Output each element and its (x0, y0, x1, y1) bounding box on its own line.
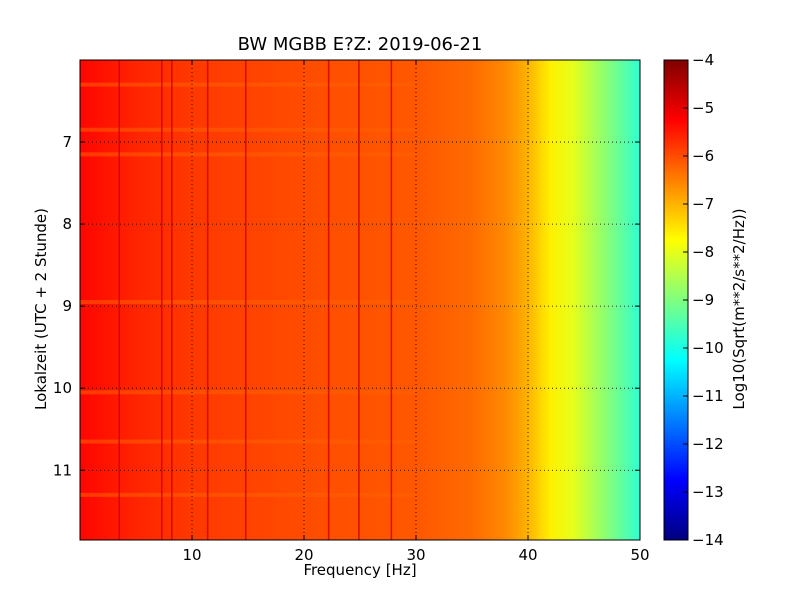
x-tick-label: 20 (294, 546, 313, 564)
colorbar-tick-label: −11 (692, 387, 724, 405)
grid-lines (80, 60, 640, 540)
x-tick-label: 40 (518, 546, 537, 564)
heatmap-area (80, 60, 640, 540)
y-tick-label: 8 (62, 215, 72, 233)
colorbar-label: Log10(Sqrt(m**2/s**2/Hz)) (730, 208, 748, 410)
spectrogram-fill (80, 60, 640, 540)
spectral-lines (118, 60, 393, 540)
chart-title: BW MGBB E?Z: 2019-06-21 (237, 34, 483, 55)
colorbar-tick-label: −8 (692, 243, 714, 261)
colorbar-tick-label: −7 (692, 195, 714, 213)
colorbar-tick-label: −6 (692, 147, 714, 165)
time-band (80, 127, 416, 132)
time-band (80, 152, 416, 157)
plot-frame (79, 59, 641, 541)
time-band (80, 82, 416, 87)
colorbar-tick-label: −13 (692, 483, 724, 501)
colorbar-tick-label: −9 (692, 291, 714, 309)
x-tick-label: 50 (630, 546, 649, 564)
y-tick-label: 9 (62, 297, 72, 315)
time-bands (80, 82, 416, 497)
colorbar-tick-label: −10 (692, 339, 724, 357)
y-tick-label: 10 (53, 379, 72, 397)
x-tick-label: 10 (182, 546, 201, 564)
y-tick-label: 7 (62, 133, 72, 151)
time-band (80, 492, 416, 497)
colorbar-tick-label: −4 (692, 51, 714, 69)
y-axis: 7 8 9 10 11 (53, 133, 640, 479)
x-axis: 10 20 30 40 50 (182, 60, 650, 564)
colorbar-tick-label: −12 (692, 435, 724, 453)
time-band (80, 390, 416, 395)
x-axis-label: Frequency [Hz] (303, 561, 417, 579)
colorbar-tick-label: −14 (692, 531, 724, 549)
y-axis-label: Lokalzeit (UTC + 2 Stunde) (32, 208, 50, 410)
colorbar-tick-label: −5 (692, 99, 714, 117)
x-tick-label: 30 (406, 546, 425, 564)
colorbar-axis: −4 −5 −6 −7 −8 −9 −10 −11 −12 −13 −14 (683, 51, 724, 549)
time-band (80, 300, 416, 305)
time-band (80, 439, 416, 444)
y-tick-label: 11 (53, 461, 72, 479)
